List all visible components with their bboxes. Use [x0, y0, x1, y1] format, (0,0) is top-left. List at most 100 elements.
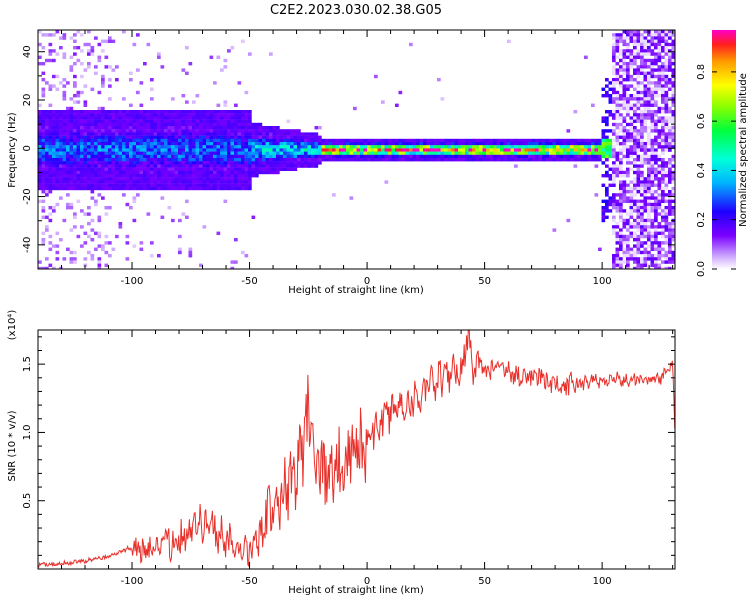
heatmap-cell [472, 142, 476, 146]
heatmap-cell [199, 154, 203, 159]
heatmap-cell [647, 116, 651, 120]
heatmap-cell [671, 46, 675, 50]
heatmap-cell [104, 170, 109, 175]
heatmap-cell [69, 154, 74, 159]
heatmap-cell [136, 177, 140, 181]
heatmap-cell [633, 257, 637, 261]
heatmap-cell [185, 126, 189, 130]
heatmap-cell [90, 170, 95, 175]
heatmap-cell [643, 116, 648, 120]
heatmap-cell [213, 135, 217, 139]
heatmap-cell [479, 158, 483, 162]
heatmap-cell [615, 238, 620, 242]
heatmap-cell [202, 126, 207, 130]
heatmap-cell [199, 129, 203, 133]
heatmap-cell [258, 132, 263, 136]
heatmap-cell [104, 161, 109, 165]
heatmap-cell [150, 110, 154, 114]
heatmap-cell [650, 174, 655, 178]
heatmap-cell [605, 174, 609, 178]
heatmap-cell [664, 132, 669, 136]
heatmap-cell [206, 138, 210, 143]
heatmap-cell [55, 158, 60, 162]
heatmap-cell [160, 151, 165, 155]
heatmap-cell [216, 158, 221, 162]
heatmap-cell [129, 180, 133, 184]
heatmap-cell [181, 94, 186, 98]
heatmap-cell [290, 151, 294, 155]
heatmap-cell [38, 199, 42, 203]
heatmap-cell [657, 263, 662, 267]
heatmap-cell [671, 228, 675, 232]
heatmap-cell [132, 148, 137, 152]
heatmap-cell [52, 177, 56, 181]
heatmap-cell [325, 158, 329, 162]
heatmap-cell [227, 49, 231, 53]
heatmap-cell [615, 250, 620, 255]
heatmap-cell [608, 202, 613, 207]
heatmap-cell [542, 145, 546, 149]
heatmap-cell [62, 186, 67, 191]
heatmap-cell [255, 170, 259, 175]
heatmap-cell [328, 154, 333, 159]
heatmap-cell [486, 148, 490, 152]
heatmap-cell [237, 164, 242, 168]
heatmap-cell [118, 154, 123, 159]
heatmap-cell [510, 142, 515, 146]
heatmap-cell [73, 183, 77, 187]
heatmap-cell [209, 151, 214, 155]
heatmap-cell [45, 122, 49, 127]
heatmap-cell [153, 154, 158, 159]
heatmap-cell [633, 78, 637, 82]
heatmap-cell [244, 129, 249, 133]
heatmap-cell [178, 126, 182, 130]
heatmap-cell [146, 113, 151, 117]
heatmap-cell [136, 186, 140, 191]
heatmap-cell [398, 142, 403, 146]
heatmap-cell [111, 138, 116, 143]
heatmap-cell [661, 164, 665, 168]
heatmap-cell [209, 174, 214, 178]
heatmap-cell [115, 116, 119, 120]
heatmap-cell [605, 90, 609, 95]
heatmap-cell [657, 142, 662, 146]
spec-xtick-label: -100 [121, 276, 144, 287]
heatmap-cell [108, 97, 112, 101]
heatmap-cell [80, 177, 84, 181]
heatmap-cell [206, 180, 210, 184]
heatmap-cell [255, 122, 259, 127]
heatmap-cell [633, 110, 637, 114]
heatmap-cell [101, 74, 105, 79]
heatmap-cell [62, 164, 67, 168]
heatmap-cell [668, 148, 672, 152]
heatmap-cell [223, 170, 228, 175]
heatmap-cell [76, 199, 81, 203]
heatmap-cell [668, 260, 672, 264]
heatmap-cell [503, 154, 508, 159]
heatmap-cell [325, 151, 329, 155]
heatmap-cell [216, 148, 221, 152]
heatmap-cell [178, 122, 182, 127]
heatmap-cell [664, 81, 669, 85]
heatmap-cell [153, 135, 158, 139]
heatmap-cell [157, 138, 161, 143]
heatmap-cell [48, 87, 53, 91]
heatmap-cell [38, 62, 42, 66]
heatmap-cell [104, 145, 109, 149]
heatmap-cell [395, 103, 399, 107]
heatmap-cell [115, 180, 119, 184]
heatmap-cell [55, 167, 60, 171]
heatmap-cell [664, 106, 669, 111]
heatmap-cell [444, 148, 448, 152]
heatmap-cell [132, 164, 137, 168]
heatmap-cell [433, 138, 438, 143]
heatmap-cell [258, 142, 263, 146]
heatmap-cell [41, 142, 46, 146]
heatmap-cell [650, 164, 655, 168]
heatmap-cell [157, 113, 161, 117]
heatmap-cell [69, 186, 74, 191]
heatmap-cell [629, 106, 634, 111]
heatmap-cell [83, 138, 88, 143]
heatmap-cell [160, 158, 165, 162]
heatmap-cell [318, 126, 322, 130]
